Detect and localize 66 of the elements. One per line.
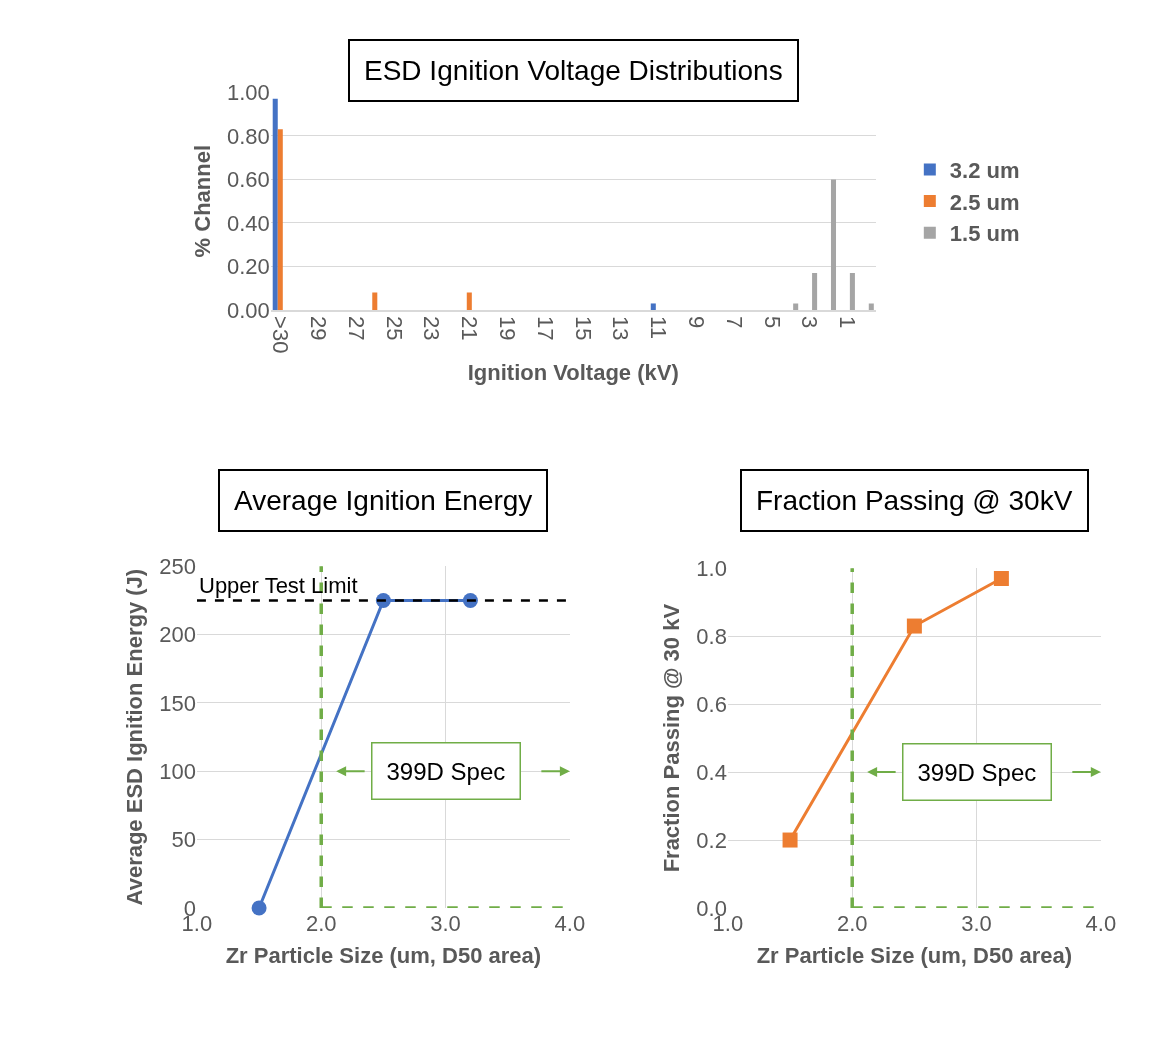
x-tick-label: 15 (570, 316, 596, 341)
y-tick-label: 1.00 (227, 80, 270, 106)
x-tick-label: >30 (268, 316, 294, 354)
legend-label: 2.5 um (949, 189, 1020, 215)
y-tick-label: 0.8 (696, 623, 727, 649)
x-tick-label: 11 (646, 316, 672, 339)
x-tick-label: 25 (381, 316, 407, 341)
x-tick-label: 3.0 (961, 910, 992, 936)
x-tick-label: 19 (494, 316, 520, 341)
ref-line-label: Upper Test Limit (199, 573, 358, 598)
legend-label: 3.2 um (949, 158, 1020, 184)
y-tick-label: 250 (159, 553, 196, 579)
bar (650, 303, 656, 310)
x-tick-label: 4.0 (1085, 910, 1117, 936)
chart-title: Fraction Passing @ 30kV (756, 485, 1073, 516)
y-tick-label: 0.20 (227, 254, 270, 280)
x-tick-label: 9 (683, 316, 709, 329)
point (993, 570, 1009, 586)
x-tick-label: 13 (608, 316, 634, 341)
bar (812, 272, 818, 310)
bar (868, 303, 874, 310)
point (782, 832, 798, 848)
bar (372, 292, 378, 310)
y-tick-label: 1.0 (696, 556, 727, 581)
x-axis-title: Ignition Voltage (kV) (467, 359, 679, 385)
x-tick-label: 21 (457, 316, 483, 341)
x-tick-label: 1 (835, 316, 861, 329)
y-axis-title: Average ESD Ignition Energy (J) (122, 568, 147, 906)
y-tick-label: 100 (159, 758, 196, 784)
bar (277, 129, 283, 310)
x-tick-label: 4.0 (554, 910, 586, 936)
chart-title: Average Ignition Energy (234, 485, 533, 516)
y-tick-label: 150 (159, 690, 196, 716)
x-tick-label: 23 (419, 316, 445, 341)
y-tick-label: 0.6 (696, 691, 727, 717)
y-tick-label: 0.80 (227, 123, 270, 149)
x-tick-label: 27 (343, 316, 369, 341)
bar (466, 292, 472, 310)
y-tick-label: 0.40 (227, 210, 270, 236)
point (906, 618, 922, 634)
x-tick-label: 17 (532, 316, 558, 341)
x-tick-label: 3 (797, 316, 823, 329)
x-axis-title: Zr Particle Size (um, D50 area) (225, 942, 542, 968)
bar (793, 303, 799, 310)
bar (272, 98, 278, 310)
y-axis-title: % Channel (189, 144, 215, 258)
bar (849, 272, 855, 310)
y-axis-title: Fraction Passing @ 30 kV (659, 603, 685, 873)
y-tick-label: 0.60 (227, 167, 270, 193)
x-tick-label: 5 (759, 316, 785, 329)
x-axis-title: Zr Particle Size (um, D50 area) (756, 942, 1073, 968)
chart-title: ESD Ignition Voltage Distributions (364, 55, 783, 86)
ref-line-label: 399D Spec (386, 757, 506, 785)
x-tick-label: 29 (305, 316, 331, 341)
x-tick-label: 2.0 (305, 910, 337, 936)
x-tick-label: 3.0 (430, 910, 461, 936)
y-tick-label: 0.4 (696, 759, 727, 785)
x-tick-label: 7 (721, 316, 747, 329)
ref-line-label: 399D Spec (917, 758, 1037, 786)
y-tick-label: 200 (159, 622, 196, 648)
y-tick-label: 50 (171, 827, 196, 853)
legend-label: 1.5 um (949, 221, 1020, 247)
y-tick-label: 0.2 (696, 827, 727, 853)
x-tick-label: 2.0 (836, 910, 868, 936)
bar (830, 179, 837, 310)
y-tick-label: 0.00 (227, 297, 270, 323)
